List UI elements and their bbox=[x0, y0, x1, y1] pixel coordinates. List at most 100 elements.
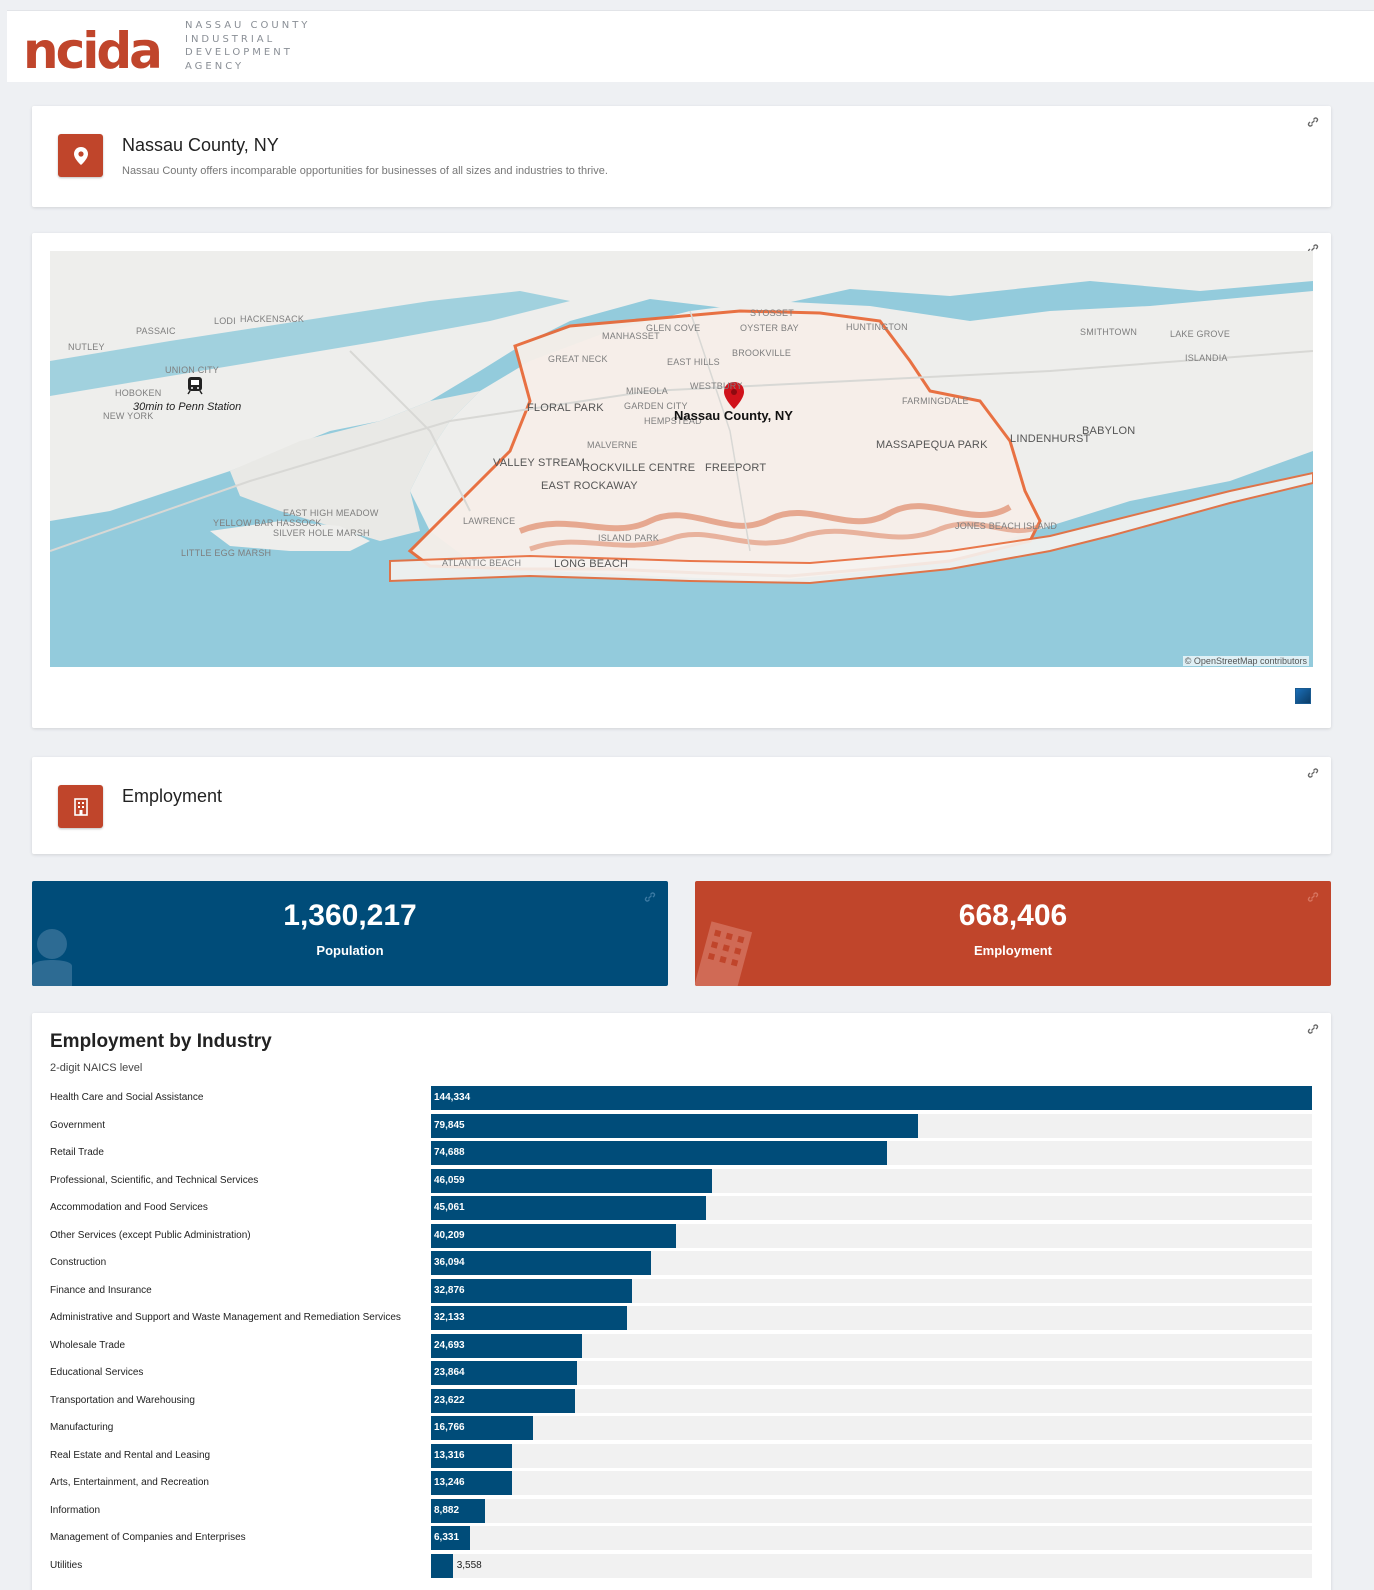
map-card: Glen Cove Oyster Bay Mineola Westbury Ga… bbox=[32, 233, 1331, 728]
bar[interactable] bbox=[431, 1361, 577, 1385]
map-label: Rockville Centre bbox=[582, 462, 696, 474]
map-label: Great Neck bbox=[548, 354, 608, 364]
map-label: Nutley bbox=[68, 342, 105, 352]
bar[interactable] bbox=[431, 1553, 453, 1578]
map-attribution[interactable]: © OpenStreetMap contributors bbox=[1182, 656, 1309, 666]
bar-track: 74,688 bbox=[431, 1141, 1312, 1165]
map-label: Union City bbox=[165, 365, 220, 375]
bar-value-label: 13,316 bbox=[434, 1449, 465, 1461]
bar-track: 16,766 bbox=[431, 1416, 1312, 1440]
bar-row[interactable]: Construction 36,094 bbox=[32, 1251, 1331, 1275]
bar-row[interactable]: Manufacturing 16,766 bbox=[32, 1416, 1331, 1440]
bar-row[interactable]: Retail Trade 74,688 bbox=[32, 1141, 1331, 1165]
bar-value-label: 45,061 bbox=[434, 1202, 465, 1213]
bar-row[interactable]: Professional, Scientific, and Technical … bbox=[32, 1168, 1331, 1193]
bar-category-label: Professional, Scientific, and Technical … bbox=[50, 1174, 259, 1186]
bar-row[interactable]: Other Services (except Public Administra… bbox=[32, 1223, 1331, 1248]
bar-category-label: Real Estate and Rental and Leasing bbox=[50, 1449, 211, 1461]
bar[interactable] bbox=[431, 1141, 887, 1165]
bar-category-label: Other Services (except Public Administra… bbox=[50, 1229, 251, 1241]
bar[interactable] bbox=[431, 1086, 1312, 1110]
bar-category-label: Management of Companies and Enterprises bbox=[50, 1532, 246, 1543]
bar-value-label: 23,622 bbox=[434, 1394, 465, 1406]
link-icon[interactable] bbox=[644, 891, 656, 903]
map-label: Westbury bbox=[690, 381, 743, 391]
map-label: Long Beach bbox=[554, 558, 629, 570]
bar[interactable] bbox=[431, 1223, 677, 1248]
bar-category-label: Construction bbox=[50, 1257, 107, 1268]
bar[interactable] bbox=[431, 1388, 576, 1413]
map-label: Garden City bbox=[624, 401, 688, 411]
map-label: Passaic bbox=[136, 326, 176, 336]
bar[interactable] bbox=[431, 1416, 534, 1440]
ncida-logo[interactable]: ncida bbox=[23, 22, 163, 80]
bar-value-label: 32,133 bbox=[434, 1312, 465, 1323]
county-map[interactable]: Glen Cove Oyster Bay Mineola Westbury Ga… bbox=[50, 251, 1313, 667]
bar-track: 79,845 bbox=[431, 1113, 1312, 1138]
map-label: Lake Grove bbox=[1170, 329, 1231, 339]
map-label: Brookville bbox=[732, 348, 792, 358]
link-icon[interactable] bbox=[1307, 891, 1319, 903]
bar[interactable] bbox=[431, 1526, 470, 1550]
bar-category-label: Finance and Insurance bbox=[50, 1284, 152, 1296]
bar-row[interactable]: Finance and Insurance 32,876 bbox=[32, 1278, 1331, 1303]
bar-track: 36,094 bbox=[431, 1251, 1312, 1275]
map-label: New York bbox=[103, 411, 154, 421]
transit-note: 30min to Penn Station bbox=[133, 401, 242, 413]
bar-row[interactable]: Arts, Entertainment, and Recreation 13,24… bbox=[32, 1471, 1331, 1495]
bar-category-label: Government bbox=[50, 1119, 106, 1131]
link-icon[interactable] bbox=[1307, 767, 1319, 779]
map-label: Island Park bbox=[598, 533, 660, 543]
bar-track: 45,061 bbox=[431, 1196, 1312, 1220]
bar-category-label: Arts, Entertainment, and Recreation bbox=[50, 1477, 209, 1488]
bar[interactable] bbox=[431, 1113, 919, 1138]
bar[interactable] bbox=[431, 1251, 652, 1275]
map-label: Floral Park bbox=[527, 402, 604, 414]
bar-row[interactable]: Wholesale Trade 24,693 bbox=[32, 1333, 1331, 1358]
location-title: Nassau County, NY bbox=[122, 135, 279, 155]
bar-category-label: Utilities bbox=[50, 1559, 83, 1571]
bar-value-label: 3,558 bbox=[456, 1559, 482, 1571]
link-icon[interactable] bbox=[1307, 1023, 1319, 1035]
map-label: Manhasset bbox=[602, 331, 660, 341]
bar-track: 13,246 bbox=[431, 1471, 1312, 1495]
bar[interactable] bbox=[431, 1333, 582, 1358]
bar-value-label: 24,693 bbox=[434, 1339, 465, 1351]
bar[interactable] bbox=[431, 1498, 486, 1523]
bar-value-label: 6,331 bbox=[434, 1532, 460, 1543]
map-label: Huntington bbox=[846, 322, 908, 332]
bar-row[interactable]: Health Care and Social Assistance 144,334 bbox=[32, 1086, 1331, 1110]
map-label: Jones Beach Island bbox=[955, 521, 1058, 531]
bar[interactable] bbox=[431, 1471, 512, 1495]
bar-category-label: Accommodation and Food Services bbox=[50, 1202, 208, 1213]
bar-row[interactable]: Real Estate and Rental and Leasing 13,316 bbox=[32, 1443, 1331, 1468]
bar[interactable] bbox=[431, 1168, 713, 1193]
map-label: Hackensack bbox=[240, 314, 305, 324]
bar[interactable] bbox=[431, 1306, 628, 1330]
bar-row[interactable]: Utilities 3,558 bbox=[32, 1553, 1331, 1578]
bar-category-label: Administrative and Support and Waste Man… bbox=[50, 1312, 401, 1323]
bar-row[interactable]: Information 8,882 bbox=[32, 1498, 1331, 1523]
bar-row[interactable]: Management of Companies and Enterprises 6… bbox=[32, 1526, 1331, 1550]
industry-chart-card: Employment by Industry 2-digit NAICS lev… bbox=[32, 1013, 1331, 1590]
employment-stat-card: 668,406 Employment bbox=[695, 881, 1331, 986]
bar-row[interactable]: Educational Services 23,864 bbox=[32, 1361, 1331, 1385]
map-legend-swatch[interactable] bbox=[1295, 688, 1311, 704]
bar-row[interactable]: Government 79,845 bbox=[32, 1113, 1331, 1138]
bar-value-label: 79,845 bbox=[434, 1119, 465, 1131]
bar-row[interactable]: Accommodation and Food Services 45,061 bbox=[32, 1196, 1331, 1220]
bar-row[interactable]: Transportation and Warehousing 23,622 bbox=[32, 1388, 1331, 1413]
map-label: Malverne bbox=[587, 440, 638, 450]
map-label: Freeport bbox=[705, 462, 767, 474]
location-description: Nassau County offers incomparable opport… bbox=[122, 165, 608, 177]
link-icon[interactable] bbox=[1307, 116, 1319, 128]
map-label: Little Egg Marsh bbox=[181, 548, 272, 558]
map-label: East Hills bbox=[667, 357, 720, 367]
employment-title: Employment bbox=[122, 786, 223, 806]
bar-track: 40,209 bbox=[431, 1223, 1312, 1248]
bar-row[interactable]: Administrative and Support and Waste Man… bbox=[32, 1306, 1331, 1330]
bar[interactable] bbox=[431, 1278, 632, 1303]
bar[interactable] bbox=[431, 1443, 513, 1468]
bar[interactable] bbox=[431, 1196, 707, 1220]
map-label: Lindenhurst bbox=[1010, 433, 1091, 445]
